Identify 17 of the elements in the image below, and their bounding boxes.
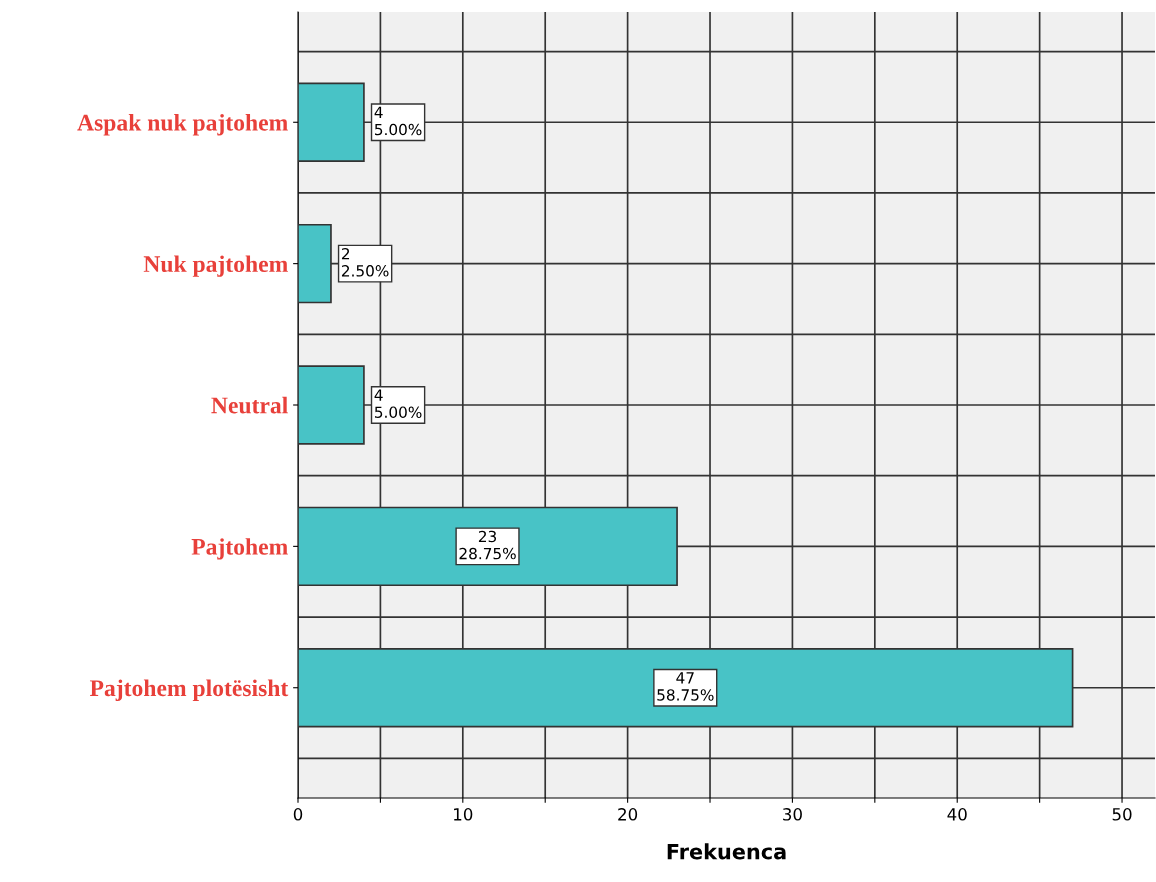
x-tick-label: 20: [618, 808, 638, 821]
x-axis-title: Frekuenca: [667, 843, 786, 860]
y-tick-label: Neutral: [211, 396, 288, 414]
y-tick-label: Aspak nuk pajtohem: [77, 114, 288, 136]
x-tick-label: 0: [293, 808, 303, 821]
y-tick-label: Pajtohem plotësisht: [89, 679, 289, 701]
y-tick-label: Pajtohem: [191, 538, 288, 560]
y-tick-label: Nuk pajtohem: [143, 255, 288, 277]
x-tick-label: 50: [1112, 808, 1132, 821]
data-label: 4 5.00%: [374, 106, 422, 136]
data-label: 4 5.00%: [374, 389, 422, 418]
x-tick-label: 30: [783, 808, 802, 821]
data-label: 2 2.50%: [341, 247, 389, 277]
x-tick-label: 10: [454, 808, 473, 821]
data-label: 47 58.75%: [657, 672, 714, 701]
data-label: 23 28.75%: [459, 530, 516, 560]
x-tick-label: 40: [947, 808, 967, 821]
